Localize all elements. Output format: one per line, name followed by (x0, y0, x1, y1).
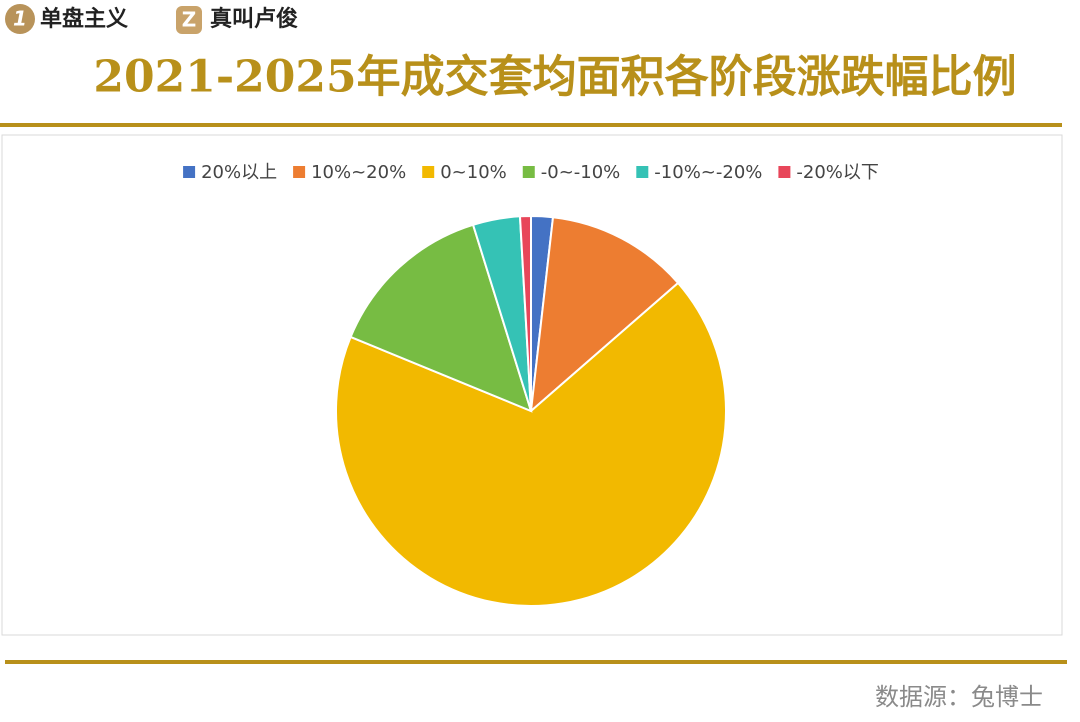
legend-label: 0~10% (440, 162, 507, 183)
legend-label: -10%~-20% (654, 162, 762, 183)
brand2: 真叫卢俊 (210, 6, 298, 32)
footer-rule (5, 660, 1067, 664)
brand1-logo-mark: 1 (13, 7, 27, 31)
source: 数据源：兔博士 (875, 683, 1043, 711)
brand2-logo-mark: Z (182, 8, 197, 32)
legend-swatch (293, 166, 306, 178)
title-rule (0, 123, 1062, 127)
legend-swatch (636, 166, 649, 178)
pie-slice (335, 281, 727, 607)
brand2-logo (176, 6, 202, 34)
pie-slice (518, 214, 532, 412)
brand1: 单盘主义 (40, 6, 128, 32)
legend: 20%以上 10%~20% 0~10% -0~-10% -10%~-20% -20%以下 (183, 162, 879, 183)
pie (335, 214, 727, 607)
legend-swatch (422, 166, 435, 178)
legend-label: 20%以上 (201, 162, 277, 183)
legend-swatch (522, 166, 535, 178)
brand1-logo (5, 4, 35, 34)
pie-slice (529, 216, 680, 414)
chart-title: 2021-2025年成交套均面积各阶段涨跌幅比例 (93, 52, 1016, 103)
pie-slice (349, 223, 533, 413)
legend-label: -0~-10% (541, 162, 621, 183)
legend-label: -20%以下 (796, 162, 879, 183)
legend-swatch (183, 166, 196, 178)
legend-swatch (778, 166, 791, 178)
legend-label: 10%~20% (311, 162, 406, 183)
